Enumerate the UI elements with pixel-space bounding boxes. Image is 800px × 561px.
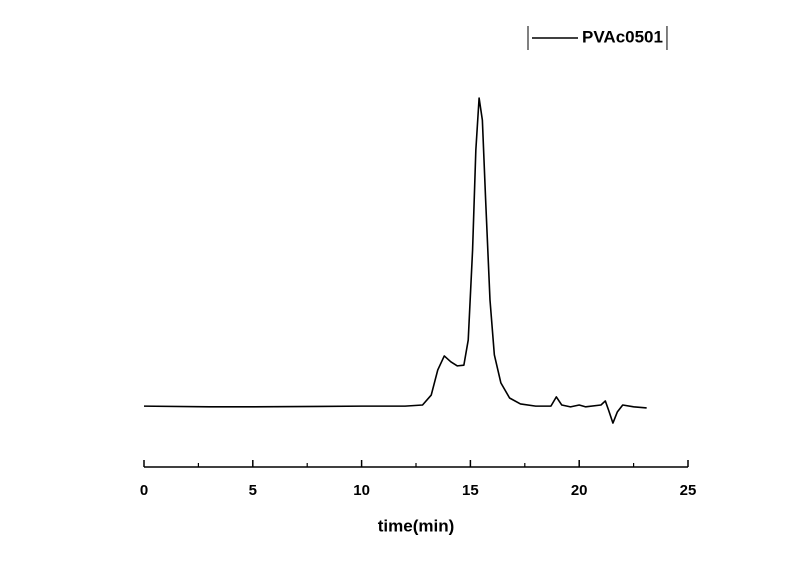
x-tick-label: 0 (140, 482, 148, 499)
data-line (143, 97, 647, 424)
x-tick-label: 10 (353, 482, 370, 499)
x-tick-label: 5 (249, 482, 257, 499)
x-axis-label: time(min) (378, 516, 455, 535)
legend-text: PVAc0501 (582, 27, 663, 46)
x-tick-label: 15 (462, 482, 479, 499)
x-tick-label: 25 (680, 482, 697, 499)
x-tick-label: 20 (571, 482, 588, 499)
